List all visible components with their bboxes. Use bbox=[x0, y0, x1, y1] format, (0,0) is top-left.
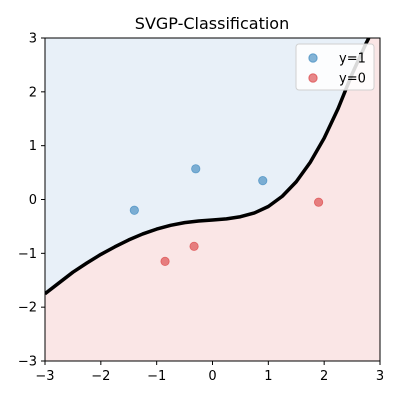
x-tick-label: 0 bbox=[208, 369, 216, 384]
y-tick-label: −3 bbox=[18, 355, 37, 370]
legend-marker-0 bbox=[308, 53, 318, 63]
legend-label-1: y=0 bbox=[339, 72, 366, 87]
x-tick-label: −2 bbox=[91, 369, 110, 384]
point-y0-2 bbox=[313, 197, 324, 207]
x-tick-label: −1 bbox=[147, 369, 166, 384]
x-tick-label: −3 bbox=[35, 369, 54, 384]
y-tick-label: 1 bbox=[29, 139, 37, 154]
chart-title: SVGP-Classification bbox=[135, 14, 289, 33]
x-tick-label: 1 bbox=[264, 369, 272, 384]
point-y1-1 bbox=[191, 164, 201, 174]
legend: y=1y=0 bbox=[295, 43, 375, 91]
y-tick-label: 3 bbox=[29, 32, 37, 47]
points-group bbox=[129, 164, 324, 267]
legend-label-0: y=1 bbox=[339, 52, 366, 67]
decision-boundary-line bbox=[45, 38, 371, 296]
region-above bbox=[45, 38, 369, 294]
y-tick-label: 2 bbox=[29, 85, 37, 100]
y-tick-label: −1 bbox=[18, 247, 37, 262]
y-tick-label: 0 bbox=[29, 193, 37, 208]
x-tick-label: 3 bbox=[376, 369, 384, 384]
point-y0-0 bbox=[160, 256, 170, 267]
x-tick-label: 2 bbox=[320, 369, 328, 384]
point-y1-0 bbox=[129, 205, 139, 215]
y-tick-label: −2 bbox=[18, 301, 37, 316]
legend-marker-1 bbox=[308, 73, 318, 83]
point-y1-2 bbox=[258, 176, 268, 186]
region-group bbox=[45, 38, 380, 361]
region-below bbox=[45, 38, 380, 361]
point-y0-1 bbox=[189, 241, 199, 251]
